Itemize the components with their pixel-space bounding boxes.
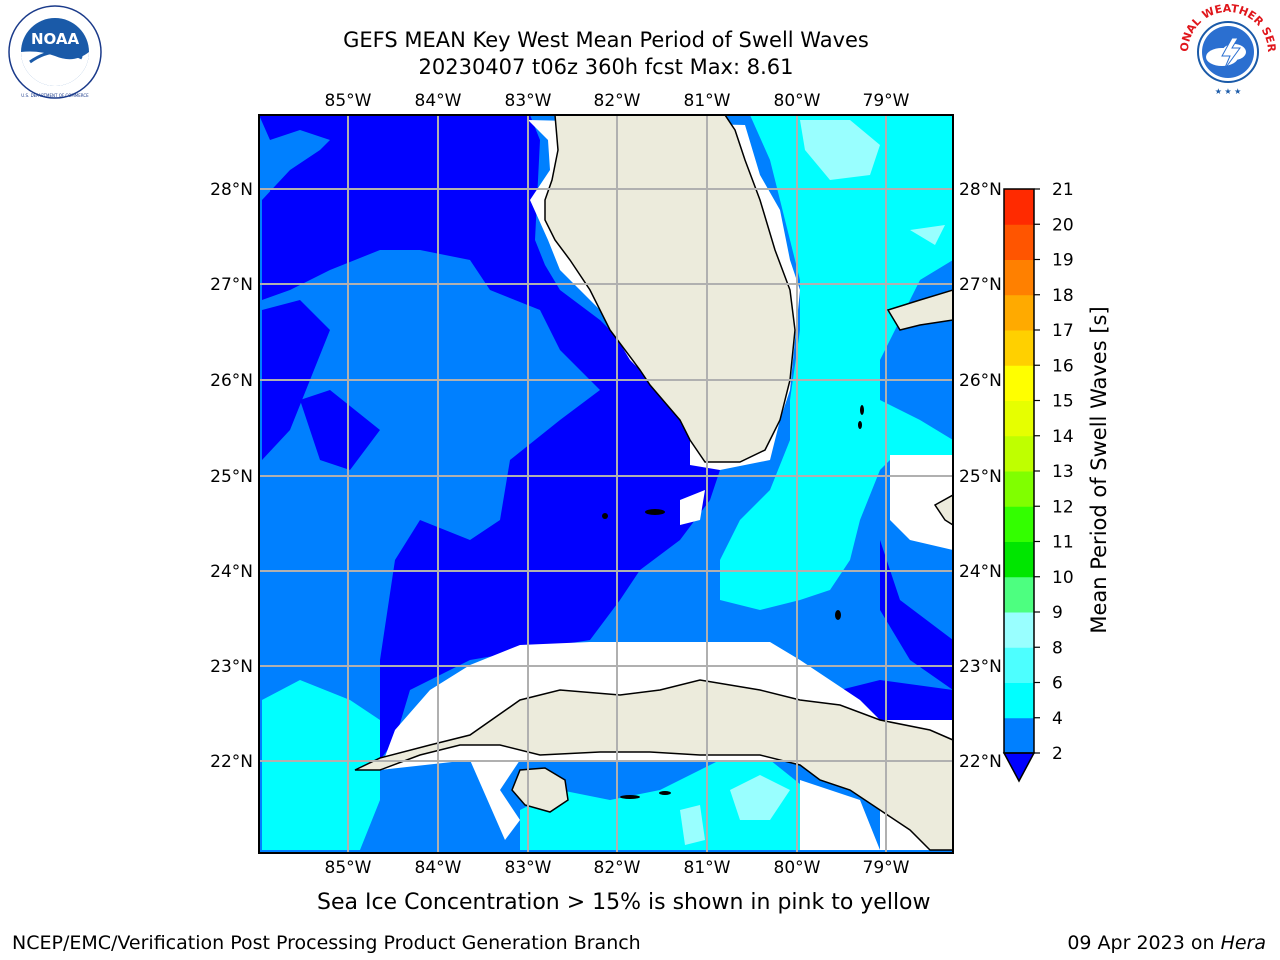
nws-logo: NATIONAL WEATHER SERVICE ★ ★ ★ — [1173, 0, 1278, 106]
colorbar-underflow-arrow — [1002, 752, 1036, 783]
lat-label: 26°N — [210, 371, 253, 391]
colorbar-tick-label: 6 — [1052, 674, 1063, 694]
colorbar-tick-label: 20 — [1052, 215, 1074, 235]
colorbar-segment — [1004, 647, 1034, 683]
colorbar-tick-label: 14 — [1052, 427, 1074, 447]
colorbar-tick-label: 18 — [1052, 286, 1074, 306]
colorbar-tick-label: 2 — [1052, 744, 1063, 764]
title-line-2: 20230407 t06z 360h fcst Max: 8.61 — [418, 55, 794, 79]
noaa-logo: NOAA U.S. DEPARTMENT OF COMMERCE — [4, 4, 106, 104]
map-frame — [258, 114, 954, 854]
host-name: Hera — [1220, 932, 1266, 954]
colorbar-tick-label: 12 — [1052, 497, 1074, 517]
lat-labels-left: 28°N 27°N 26°N 25°N 24°N 23°N 22°N — [210, 180, 253, 772]
sea-ice-note: Sea Ice Concentration > 15% is shown in … — [317, 890, 931, 915]
lat-label: 23°N — [210, 657, 253, 677]
lon-label: 83°W — [505, 858, 552, 878]
svg-text:★ ★ ★: ★ ★ ★ — [1215, 87, 1242, 96]
graticule — [259, 115, 953, 853]
colorbar-tick-label: 8 — [1052, 638, 1063, 658]
lat-label: 26°N — [959, 371, 1002, 391]
lon-label: 79°W — [863, 91, 910, 111]
lon-label: 82°W — [594, 858, 641, 878]
date-text: 09 Apr 2023 on Hera — [1067, 932, 1266, 954]
lat-label: 28°N — [210, 180, 253, 200]
lon-label: 80°W — [774, 858, 821, 878]
lon-labels-top: 85°W 84°W 83°W 82°W 81°W 80°W 79°W — [325, 91, 910, 111]
land-areas — [354, 115, 953, 851]
lon-label: 81°W — [684, 91, 731, 111]
colorbar-segment — [1004, 682, 1034, 719]
colorbar-tick-label: 11 — [1052, 533, 1074, 553]
lon-label: 80°W — [774, 91, 821, 111]
lon-label: 84°W — [415, 91, 462, 111]
lon-label: 82°W — [594, 91, 641, 111]
lon-labels-bottom: 85°W 84°W 83°W 82°W 81°W 80°W 79°W — [325, 858, 910, 878]
lat-label: 28°N — [959, 180, 1002, 200]
colorbar-segment — [1004, 471, 1034, 507]
swell-band-8-9 — [680, 120, 945, 845]
colorbar-tick-label: 17 — [1052, 321, 1074, 341]
colorbar-segment — [1004, 435, 1034, 472]
lon-label: 81°W — [684, 858, 731, 878]
lon-label: 85°W — [325, 858, 372, 878]
colorbar-tick-label: 19 — [1052, 251, 1074, 271]
colorbar-segment — [1004, 365, 1034, 401]
lat-label: 27°N — [210, 275, 253, 295]
lon-label: 85°W — [325, 91, 372, 111]
lat-label: 27°N — [959, 275, 1002, 295]
lon-label: 79°W — [863, 858, 910, 878]
lon-label: 84°W — [415, 858, 462, 878]
lat-label: 25°N — [959, 467, 1002, 487]
lon-label: 83°W — [505, 91, 552, 111]
colorbar-segment — [1004, 717, 1034, 754]
credit-text: NCEP/EMC/Verification Post Processing Pr… — [12, 932, 641, 954]
colorbar-segment — [1004, 576, 1034, 613]
colorbar-tick-label: 10 — [1052, 568, 1074, 588]
colorbar-segment — [1004, 224, 1034, 260]
lat-label: 23°N — [959, 657, 1002, 677]
colorbar-segment — [1004, 259, 1034, 296]
colorbar-segment — [1004, 400, 1034, 437]
colorbar-label: Mean Period of Swell Waves [s] — [1087, 306, 1111, 633]
colorbar-segment — [1004, 506, 1034, 542]
colorbar-segment — [1004, 541, 1034, 578]
lat-label: 25°N — [210, 467, 253, 487]
colorbar: 2 4 6 8 9 10 11 12 13 14 15 16 17 18 19 20 21 — [1002, 180, 1074, 783]
svg-text:NOAA: NOAA — [31, 30, 80, 48]
colorbar-segment — [1004, 612, 1034, 648]
colorbar-segment — [1004, 294, 1034, 331]
colorbar-tick-label: 4 — [1052, 709, 1063, 729]
colorbar-tick-label: 16 — [1052, 356, 1074, 376]
lat-labels-right: 28°N 27°N 26°N 25°N 24°N 23°N 22°N — [959, 180, 1002, 772]
lat-label: 24°N — [210, 562, 253, 582]
title-line-1: GEFS MEAN Key West Mean Period of Swell … — [343, 28, 869, 52]
keys-islands — [602, 405, 864, 799]
colorbar-tick-label: 9 — [1052, 603, 1063, 623]
colorbar-tick-label: 13 — [1052, 462, 1074, 482]
lat-label: 24°N — [959, 562, 1002, 582]
colorbar-segment — [1004, 330, 1034, 366]
date-value: 09 Apr 2023 on — [1067, 932, 1221, 954]
colorbar-tick-label: 21 — [1052, 180, 1074, 200]
svg-text:U.S. DEPARTMENT OF COMMERCE: U.S. DEPARTMENT OF COMMERCE — [21, 93, 89, 98]
lat-label: 22°N — [210, 752, 253, 772]
colorbar-segment — [1004, 189, 1034, 225]
lat-label: 22°N — [959, 752, 1002, 772]
colorbar-tick-label: 15 — [1052, 392, 1074, 412]
